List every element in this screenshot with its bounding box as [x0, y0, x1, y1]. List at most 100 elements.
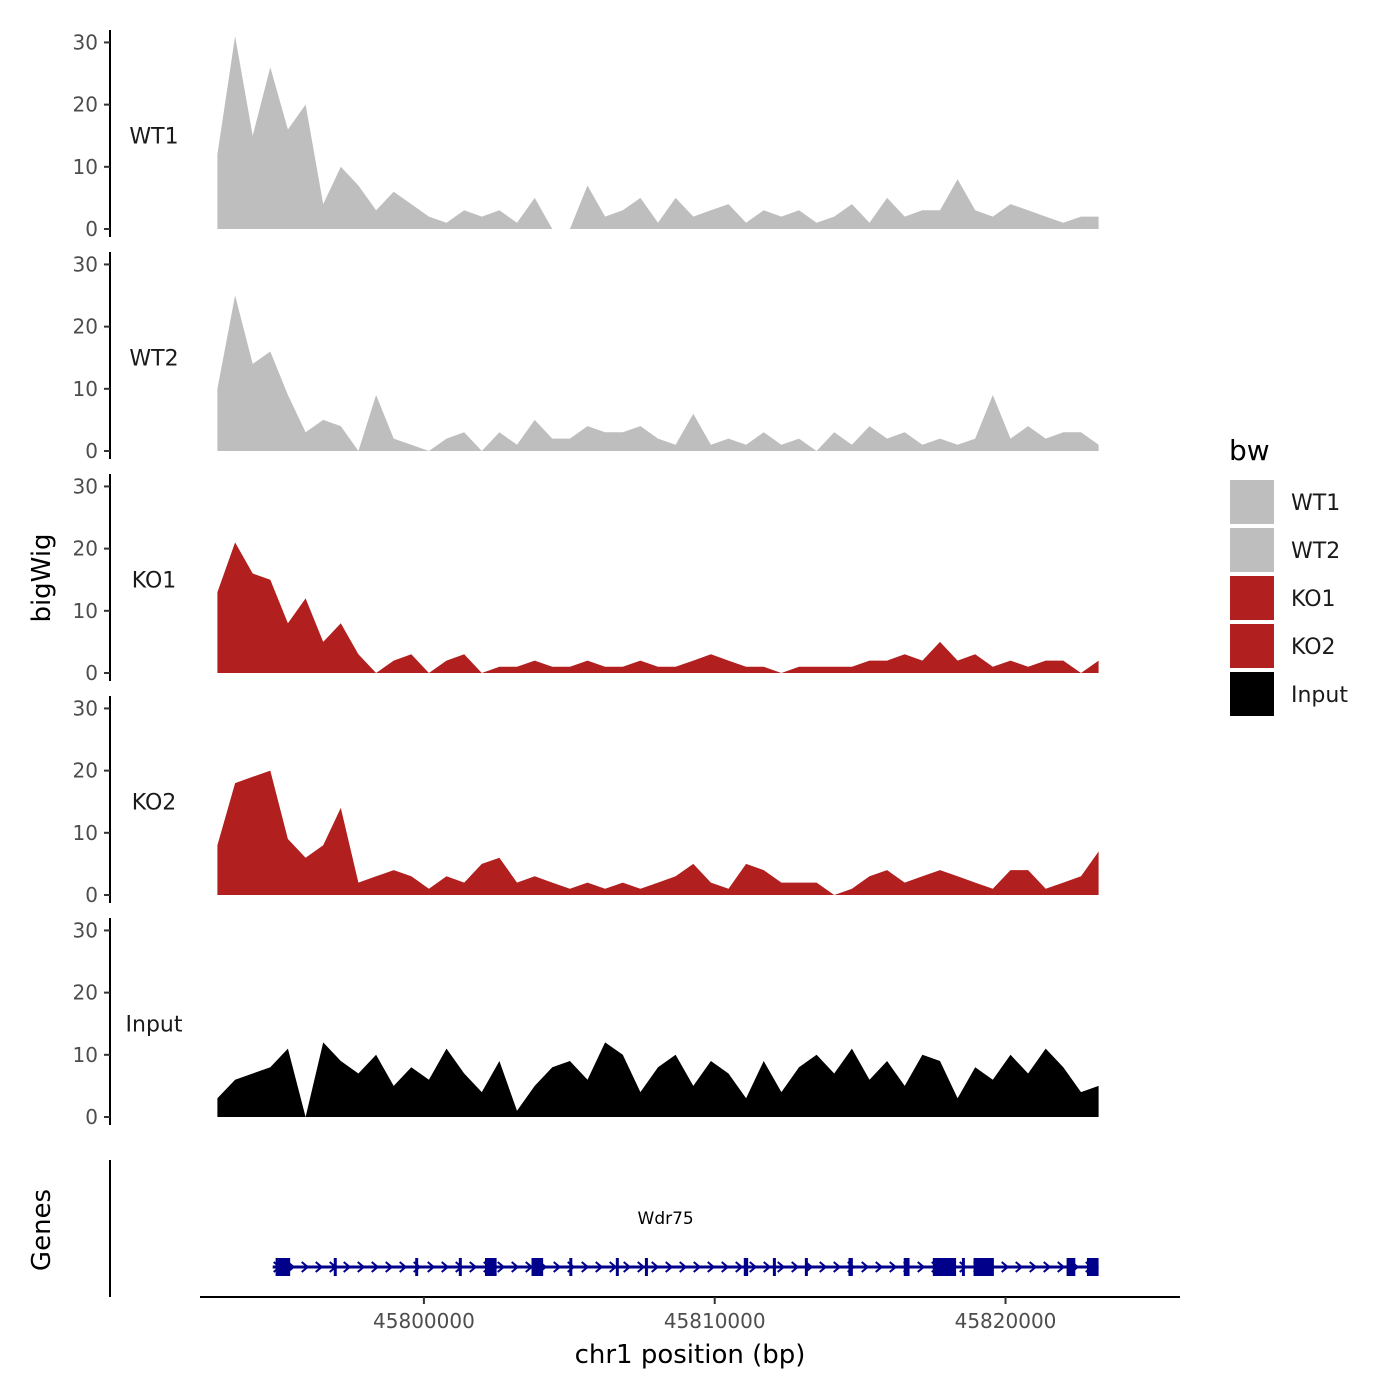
strand-arrow [371, 1261, 380, 1273]
legend-label: KO2 [1291, 635, 1336, 660]
y-tick-label: 10 [73, 377, 98, 401]
gene-exon [275, 1258, 291, 1276]
y-tick-label: 30 [73, 252, 98, 276]
strand-arrow [1043, 1261, 1052, 1273]
y-tick-label: 30 [73, 474, 98, 498]
y-axis-title: bigWig [27, 533, 57, 622]
gene-exon [772, 1258, 776, 1276]
strand-arrow [917, 1261, 926, 1273]
y-tick-label: 20 [73, 93, 98, 117]
y-tick-label: 0 [85, 1105, 98, 1129]
gene-exon [1066, 1258, 1076, 1276]
gene-exon [973, 1258, 994, 1276]
y-tick-label: 10 [73, 155, 98, 179]
strand-arrow [623, 1261, 632, 1273]
gene-exon [932, 1258, 957, 1276]
area-wt2 [217, 295, 1099, 451]
gene-exon [848, 1258, 853, 1276]
y-tick-label: 30 [73, 696, 98, 720]
y-tick-label: 20 [73, 315, 98, 339]
gene-exon [415, 1258, 419, 1276]
strand-arrow [553, 1261, 562, 1273]
y-tick-label: 0 [85, 883, 98, 907]
strand-arrow [833, 1261, 842, 1273]
strand-arrow [595, 1261, 604, 1273]
strand-arrow [875, 1261, 884, 1273]
gene-exon [458, 1258, 462, 1276]
x-tick-label: 45800000 [373, 1309, 475, 1333]
x-tick-label: 45820000 [955, 1309, 1057, 1333]
gene-exon [615, 1258, 619, 1276]
gene-track-panel: Wdr75 [109, 1160, 1099, 1297]
y-tick-label: 0 [85, 217, 98, 241]
x-tick-label: 45810000 [664, 1309, 766, 1333]
y-tick-label: 30 [73, 918, 98, 942]
strand-arrow [707, 1261, 716, 1273]
legend-key-wt1 [1230, 480, 1274, 524]
strand-arrow [791, 1261, 800, 1273]
gene-exon [903, 1258, 910, 1276]
y-tick-label: 10 [73, 821, 98, 845]
track-input: 0 10 20 30 Input [73, 918, 1099, 1129]
gene-exon [531, 1258, 544, 1276]
strand-arrow [497, 1261, 506, 1273]
legend-label: KO1 [1291, 587, 1336, 612]
y-tick-label: 10 [73, 599, 98, 623]
area-input [217, 1042, 1099, 1117]
gene-exon [484, 1258, 497, 1276]
strand-arrow [511, 1261, 520, 1273]
strand-arrow [301, 1261, 310, 1273]
strand-arrow [399, 1261, 408, 1273]
gene-exon [1086, 1258, 1099, 1276]
gene-label: Wdr75 [638, 1209, 694, 1229]
x-axis: 45800000 45810000 45820000 [200, 1296, 1180, 1333]
strand-arrow [763, 1261, 772, 1273]
y-tick-label: 20 [73, 537, 98, 561]
strand-arrow [581, 1261, 590, 1273]
strand-arrow [1057, 1261, 1066, 1273]
strand-arrow [315, 1261, 324, 1273]
strand-arrow [693, 1261, 702, 1273]
strand-arrow [427, 1261, 436, 1273]
area-ko2 [217, 770, 1099, 895]
strand-arrow [959, 1261, 968, 1273]
track-wt1: 0 10 20 30 WT1 [73, 30, 1099, 241]
legend-label: Input [1291, 683, 1348, 708]
strand-arrow [735, 1261, 744, 1273]
track-label: Input [126, 1013, 183, 1038]
y-tick-label: 20 [73, 759, 98, 783]
legend-key-ko2 [1230, 624, 1274, 668]
gene-exon [804, 1258, 808, 1276]
strand-arrow [441, 1261, 450, 1273]
strand-arrow [637, 1261, 646, 1273]
gene-exon [333, 1258, 337, 1276]
strand-arrow [357, 1261, 366, 1273]
strand-arrow [777, 1261, 786, 1273]
strand-arrow [665, 1261, 674, 1273]
strand-arrow [1015, 1261, 1024, 1273]
y-tick-label: 0 [85, 439, 98, 463]
area-wt1 [217, 36, 1099, 230]
y-tick-label: 30 [73, 30, 98, 54]
legend: bw WT1 WT2 KO1 KO2 Input [1229, 434, 1348, 716]
coverage-tracks: 0 10 20 30 WT1 0 10 20 30 WT2 0 10 20 30 KO1 0 10 20 30 KO2… [73, 30, 1099, 1129]
gene-track-title: Genes [27, 1189, 57, 1271]
strand-arrow [469, 1261, 478, 1273]
strand-arrow [609, 1261, 618, 1273]
strand-arrow [385, 1261, 394, 1273]
legend-key-wt2 [1230, 528, 1274, 572]
strand-arrow [749, 1261, 758, 1273]
track-ko1: 0 10 20 30 KO1 [73, 474, 1099, 685]
gene-exon [743, 1258, 749, 1276]
strand-arrow [819, 1261, 828, 1273]
track-label: WT2 [129, 347, 178, 372]
y-tick-label: 10 [73, 1043, 98, 1067]
y-tick-label: 0 [85, 661, 98, 685]
strand-arrow [861, 1261, 870, 1273]
legend-label: WT1 [1291, 491, 1340, 516]
track-label: KO1 [132, 569, 177, 594]
strand-arrow [679, 1261, 688, 1273]
track-wt2: 0 10 20 30 WT2 [73, 252, 1099, 463]
legend-label: WT2 [1291, 539, 1340, 564]
